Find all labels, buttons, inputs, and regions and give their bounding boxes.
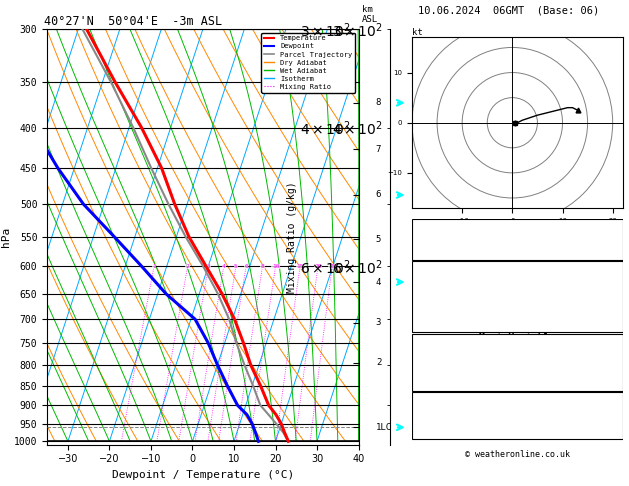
Y-axis label: hPa: hPa	[1, 227, 11, 247]
Text: kt: kt	[412, 28, 423, 37]
Text: 20: 20	[314, 264, 322, 269]
Text: 23.1: 23.1	[593, 272, 616, 282]
Text: 331: 331	[599, 352, 616, 363]
Text: km
ASL: km ASL	[362, 5, 378, 24]
Text: 5: 5	[234, 264, 238, 269]
Text: 1LCL: 1LCL	[376, 423, 398, 432]
X-axis label: Dewpoint / Temperature (°C): Dewpoint / Temperature (°C)	[112, 470, 294, 480]
Text: 3: 3	[376, 318, 381, 327]
Text: Hodograph: Hodograph	[491, 392, 544, 402]
Text: 10: 10	[272, 264, 279, 269]
Text: Totals Totals: Totals Totals	[418, 234, 494, 244]
Text: 0: 0	[611, 312, 616, 322]
Text: 60: 60	[604, 411, 616, 421]
Text: 15.9: 15.9	[593, 282, 616, 292]
Y-axis label: Mixing Ratio (g/kg): Mixing Ratio (g/kg)	[287, 181, 298, 293]
Text: 8: 8	[260, 264, 264, 269]
FancyBboxPatch shape	[412, 261, 623, 332]
Legend: Temperature, Dewpoint, Parcel Trajectory, Dry Adiabat, Wet Adiabat, Isotherm, Mi: Temperature, Dewpoint, Parcel Trajectory…	[261, 33, 355, 93]
Text: StmDir: StmDir	[418, 420, 454, 430]
Text: 1: 1	[611, 362, 616, 372]
Text: © weatheronline.co.uk: © weatheronline.co.uk	[465, 450, 570, 459]
Text: CIN (J): CIN (J)	[418, 382, 459, 391]
Text: SREH: SREH	[418, 411, 442, 421]
Text: 0: 0	[611, 322, 616, 332]
Text: 5: 5	[376, 235, 381, 243]
Text: Lifted Index: Lifted Index	[418, 302, 489, 312]
Text: CIN (J): CIN (J)	[418, 322, 459, 332]
Text: 0: 0	[611, 382, 616, 391]
Text: 25: 25	[328, 264, 336, 269]
Text: Temp (°C): Temp (°C)	[418, 272, 471, 282]
Text: 25: 25	[604, 221, 616, 230]
Text: θᴄ(K): θᴄ(K)	[418, 292, 448, 302]
Text: 299°: 299°	[593, 420, 616, 430]
Text: 3.05: 3.05	[593, 248, 616, 258]
Text: 0: 0	[611, 372, 616, 382]
Text: CAPE (J): CAPE (J)	[418, 372, 465, 382]
Text: 2: 2	[376, 358, 381, 367]
FancyBboxPatch shape	[412, 393, 623, 439]
Text: 10.06.2024  06GMT  (Base: 06): 10.06.2024 06GMT (Base: 06)	[418, 6, 599, 16]
Text: 1: 1	[152, 264, 156, 269]
Text: 40°27'N  50°04'E  -3m ASL: 40°27'N 50°04'E -3m ASL	[44, 15, 222, 28]
Text: Surface: Surface	[497, 261, 538, 272]
Text: CAPE (J): CAPE (J)	[418, 312, 465, 322]
Text: 8: 8	[376, 98, 381, 107]
Text: 4: 4	[376, 278, 381, 287]
Text: 327: 327	[599, 292, 616, 302]
Text: StmSpd (kt): StmSpd (kt)	[418, 430, 483, 439]
Text: PW (cm): PW (cm)	[418, 248, 459, 258]
Text: 3: 3	[206, 264, 210, 269]
Text: Lifted Index: Lifted Index	[418, 362, 489, 372]
Text: Most Unstable: Most Unstable	[479, 333, 555, 344]
Text: 15: 15	[296, 264, 304, 269]
Text: 2: 2	[186, 264, 189, 269]
Text: 750: 750	[599, 343, 616, 353]
Text: K: K	[418, 221, 424, 230]
Text: 4: 4	[611, 302, 616, 312]
Text: 6: 6	[376, 191, 381, 199]
Text: 4: 4	[222, 264, 226, 269]
Text: -3: -3	[604, 401, 616, 412]
FancyBboxPatch shape	[412, 333, 623, 391]
Text: 12: 12	[604, 430, 616, 439]
Text: 6: 6	[244, 264, 248, 269]
Text: EH: EH	[418, 401, 430, 412]
Text: Dewp (°C): Dewp (°C)	[418, 282, 471, 292]
Text: θᴄ (K): θᴄ (K)	[418, 352, 454, 363]
FancyBboxPatch shape	[412, 219, 623, 260]
Text: Pressure (mb): Pressure (mb)	[418, 343, 494, 353]
Text: 7: 7	[376, 145, 381, 154]
Text: 44: 44	[604, 234, 616, 244]
